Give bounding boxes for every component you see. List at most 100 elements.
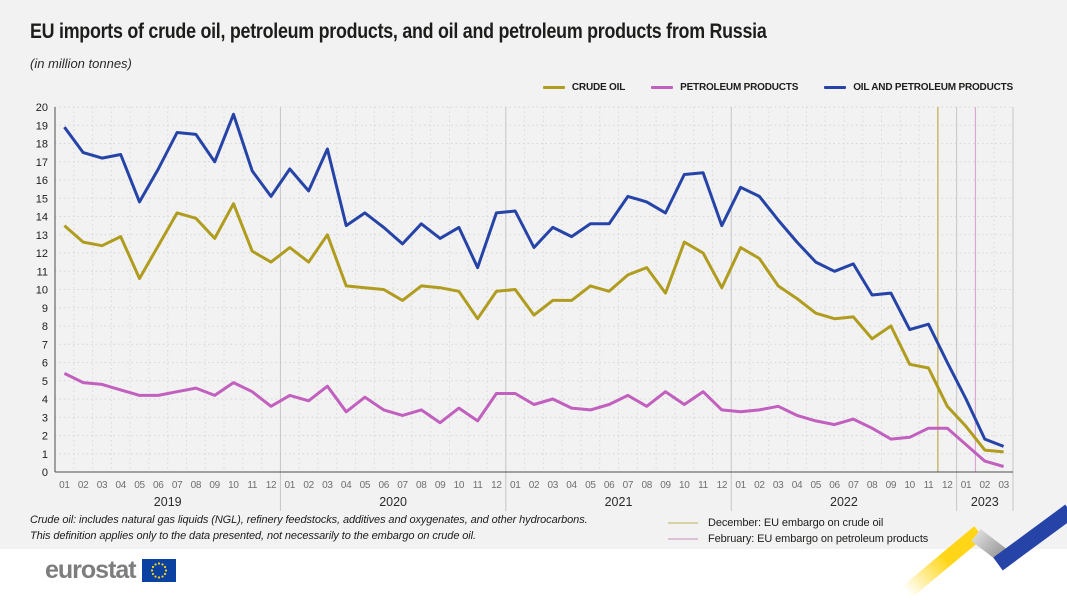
svg-text:18: 18 [36, 139, 48, 151]
svg-text:12: 12 [491, 480, 502, 491]
legend-item-petroleum-products: PETROLEUM PRODUCTS [651, 82, 798, 93]
page-title: EU imports of crude oil, petroleum produ… [30, 20, 767, 43]
svg-text:08: 08 [867, 480, 878, 491]
svg-text:12: 12 [942, 480, 953, 491]
svg-text:07: 07 [172, 480, 183, 491]
svg-text:1: 1 [42, 449, 48, 461]
svg-text:4: 4 [42, 394, 48, 406]
svg-text:11: 11 [473, 480, 484, 491]
svg-text:2021: 2021 [605, 495, 633, 509]
svg-text:05: 05 [360, 480, 371, 491]
svg-text:20: 20 [36, 102, 48, 114]
svg-text:02: 02 [303, 480, 314, 491]
svg-text:10: 10 [454, 480, 465, 491]
svg-text:11: 11 [247, 480, 258, 491]
svg-text:15: 15 [36, 193, 48, 205]
svg-text:03: 03 [998, 480, 1009, 491]
svg-text:10: 10 [36, 285, 48, 297]
svg-text:09: 09 [886, 480, 897, 491]
svg-text:11: 11 [37, 266, 48, 278]
eu-flag-icon [141, 559, 176, 582]
svg-text:17: 17 [36, 157, 48, 169]
svg-text:01: 01 [961, 480, 972, 491]
svg-text:04: 04 [115, 480, 126, 491]
svg-text:9: 9 [42, 303, 48, 315]
svg-text:5: 5 [42, 376, 48, 388]
svg-text:01: 01 [285, 480, 296, 491]
legend-item-crude-oil: CRUDE OIL [542, 82, 626, 93]
legend-label: OIL AND PETROLEUM PRODUCTS [853, 82, 1013, 93]
svg-text:07: 07 [397, 480, 408, 491]
svg-text:12: 12 [36, 248, 48, 260]
footer-band [0, 549, 1067, 600]
svg-text:11: 11 [924, 480, 935, 491]
svg-text:05: 05 [810, 480, 821, 491]
svg-text:8: 8 [42, 321, 48, 333]
svg-text:09: 09 [209, 480, 220, 491]
svg-text:16: 16 [36, 175, 48, 187]
svg-text:09: 09 [435, 480, 446, 491]
ribbon-blue-segment [993, 504, 1067, 571]
svg-text:08: 08 [641, 480, 652, 491]
eurostat-logo-text: eurostat [45, 556, 137, 584]
decorative-ribbon [902, 504, 1067, 598]
chart-legend: CRUDE OIL PETROLEUM PRODUCTS OIL AND PET… [542, 82, 1013, 93]
page-subtitle: (in million tonnes) [30, 56, 132, 71]
svg-text:03: 03 [548, 480, 559, 491]
ribbon-yellow-segment [902, 526, 984, 598]
svg-text:03: 03 [97, 480, 108, 491]
svg-text:01: 01 [510, 480, 521, 491]
legend-label: PETROLEUM PRODUCTS [680, 82, 799, 93]
chart-footnotes: Crude oil: includes natural gas liquids … [30, 512, 588, 544]
petroleum-products-line-swatch [651, 86, 674, 89]
svg-text:07: 07 [623, 480, 634, 491]
svg-text:05: 05 [134, 480, 145, 491]
svg-text:10: 10 [904, 480, 915, 491]
petroleum-embargo-line-swatch [668, 538, 698, 540]
svg-text:04: 04 [566, 480, 577, 491]
embargo-annotation-legend: December: EU embargo on crude oil Februa… [668, 515, 928, 547]
svg-text:08: 08 [191, 480, 202, 491]
svg-text:06: 06 [153, 480, 164, 491]
svg-text:12: 12 [266, 480, 277, 491]
svg-text:13: 13 [36, 230, 48, 242]
embargo-item-crude-oil: December: EU embargo on crude oil [668, 515, 928, 531]
svg-text:6: 6 [42, 358, 48, 370]
svg-text:01: 01 [59, 480, 70, 491]
svg-text:2: 2 [42, 431, 48, 443]
svg-text:07: 07 [848, 480, 859, 491]
svg-text:02: 02 [754, 480, 765, 491]
svg-text:12: 12 [717, 480, 728, 491]
svg-text:0: 0 [42, 467, 48, 479]
svg-text:19: 19 [36, 120, 48, 132]
svg-text:2022: 2022 [830, 495, 858, 509]
svg-text:3: 3 [42, 412, 48, 424]
svg-text:09: 09 [660, 480, 671, 491]
svg-text:05: 05 [585, 480, 596, 491]
svg-text:02: 02 [980, 480, 991, 491]
svg-text:2019: 2019 [154, 495, 182, 509]
legend-item-oil-and-petroleum-products: OIL AND PETROLEUM PRODUCTS [824, 82, 1013, 93]
embargo-item-petroleum-products: February: EU embargo on petroleum produc… [668, 531, 928, 547]
svg-text:01: 01 [735, 480, 746, 491]
legend-label: CRUDE OIL [571, 82, 626, 93]
crude-oil-line-swatch [542, 86, 565, 89]
oil-and-petroleum-products-line-swatch [824, 86, 847, 89]
eurostat-logo: eurostat [45, 556, 176, 585]
svg-text:2023: 2023 [971, 495, 999, 509]
svg-text:04: 04 [792, 480, 803, 491]
svg-text:2020: 2020 [379, 495, 407, 509]
svg-text:14: 14 [36, 212, 48, 224]
svg-text:06: 06 [604, 480, 615, 491]
svg-text:03: 03 [322, 480, 333, 491]
crude-embargo-line-swatch [668, 522, 698, 524]
svg-text:03: 03 [773, 480, 784, 491]
embargo-label: December: EU embargo on crude oil [708, 517, 884, 529]
svg-text:02: 02 [78, 480, 89, 491]
embargo-label: February: EU embargo on petroleum produc… [708, 533, 929, 545]
svg-text:02: 02 [529, 480, 540, 491]
footnote-line-1: Crude oil: includes natural gas liquids … [30, 514, 588, 526]
svg-text:11: 11 [698, 480, 709, 491]
